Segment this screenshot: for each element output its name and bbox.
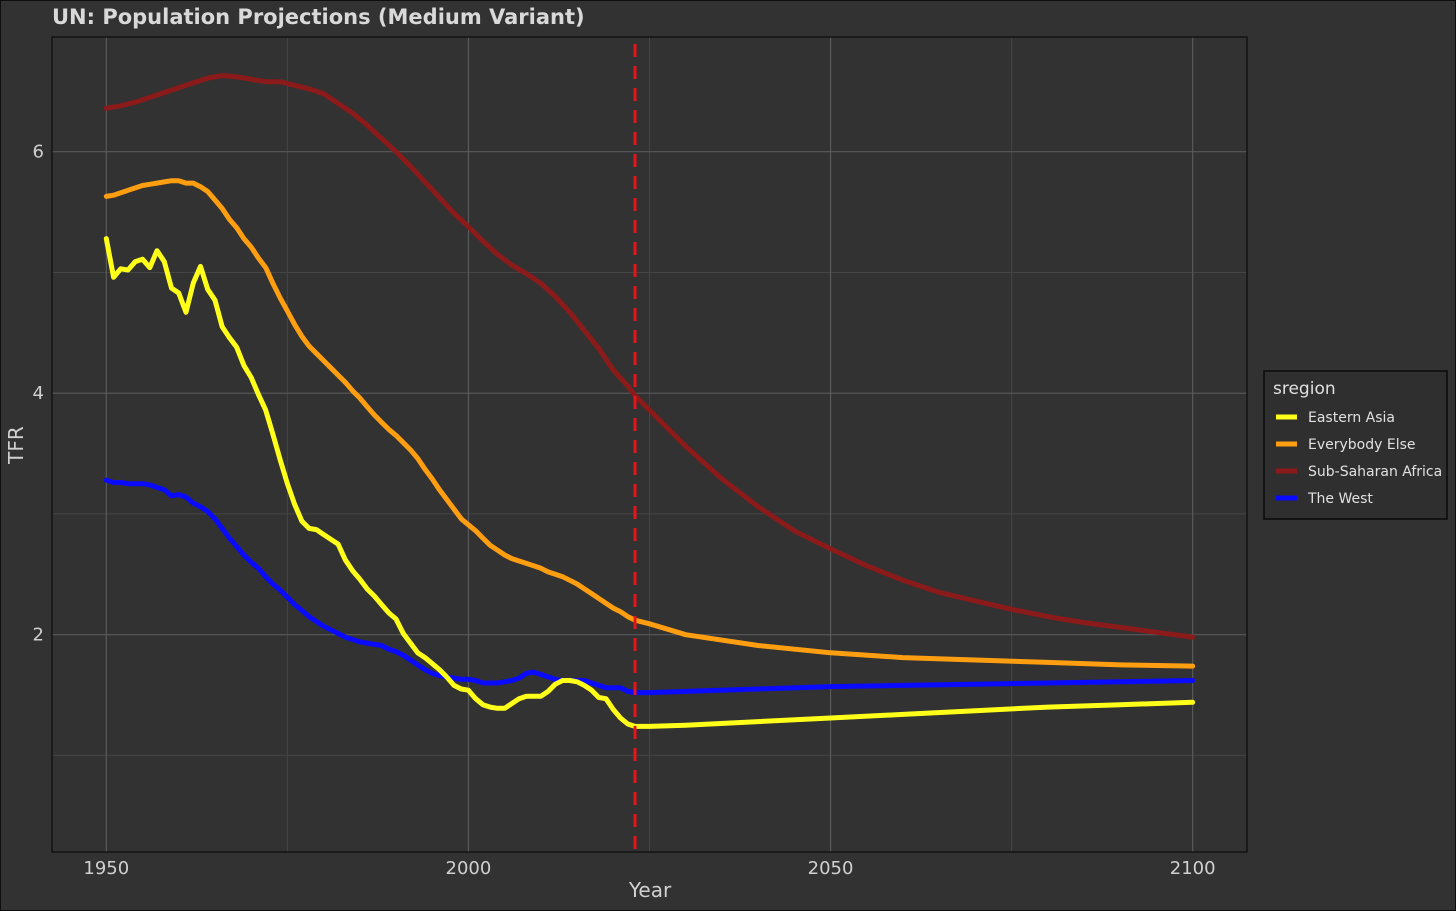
legend-title: sregion (1273, 379, 1336, 399)
y-tick-label: 2 (33, 625, 44, 646)
x-axis-ticks: 1950 2000 2050 2100 (83, 858, 1215, 879)
y-axis-ticks: 2 4 6 (33, 142, 44, 646)
legend: sregion Eastern Asia Everybody Else Sub-Sa… (1263, 370, 1448, 520)
series-line-eastern-asia (103, 236, 1196, 729)
series-lines (103, 73, 1196, 729)
x-tick-label: 2000 (446, 858, 492, 879)
legend-label: Everybody Else (1308, 437, 1416, 453)
series-line-everybody-else (103, 178, 1196, 669)
x-tick-label: 1950 (83, 858, 129, 879)
series-line-the-west (103, 477, 1196, 696)
major-gridlines (52, 37, 1247, 852)
plot-panel-border (51, 36, 1248, 853)
series-line-sub-saharan-africa (103, 73, 1196, 640)
x-tick-label: 2100 (1170, 858, 1216, 879)
x-axis-title: Year (628, 878, 672, 902)
y-tick-label: 4 (33, 383, 44, 404)
minor-gridlines (52, 37, 1247, 852)
legend-label: Eastern Asia (1308, 410, 1395, 426)
legend-label: The West (1307, 491, 1373, 507)
legend-items: Eastern Asia Everybody Else Sub-Saharan Af… (1276, 410, 1442, 507)
chart-title: UN: Population Projections (Medium Varia… (52, 5, 585, 29)
y-tick-label: 6 (33, 142, 44, 163)
x-tick-label: 2050 (808, 858, 854, 879)
y-axis-title: TFR (4, 426, 28, 465)
legend-label: Sub-Saharan Africa (1308, 464, 1442, 480)
